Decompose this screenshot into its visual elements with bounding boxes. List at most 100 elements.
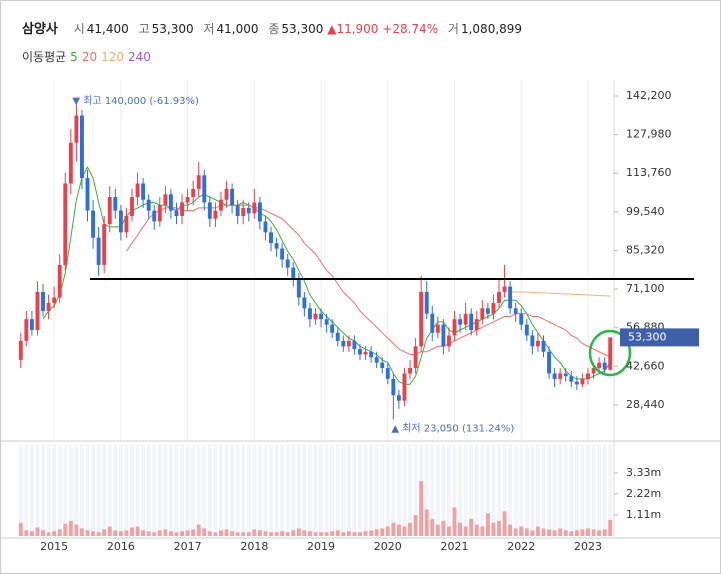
candle-body bbox=[480, 308, 485, 320]
volume-bg bbox=[224, 445, 229, 536]
legend-entry: 20 bbox=[81, 50, 98, 64]
volume-bg bbox=[330, 445, 335, 536]
candle-body bbox=[497, 292, 501, 303]
volume-bg bbox=[608, 445, 613, 536]
candle-body bbox=[574, 381, 579, 385]
volume-bar bbox=[535, 526, 540, 536]
volume-bg bbox=[96, 445, 101, 536]
x-tick-label: 2018 bbox=[240, 540, 268, 553]
value: 41,400 bbox=[86, 22, 129, 36]
candle-body bbox=[219, 199, 223, 211]
volume-bar bbox=[24, 530, 29, 536]
volume-bar bbox=[224, 529, 229, 536]
volume-bar bbox=[168, 531, 173, 536]
volume-bg bbox=[241, 445, 246, 536]
volume-bar bbox=[485, 513, 490, 536]
volume-bar bbox=[41, 530, 45, 536]
candle-body bbox=[224, 188, 229, 200]
volume-bar bbox=[408, 522, 412, 536]
value: 53,300 bbox=[281, 22, 324, 36]
volume-bg bbox=[85, 445, 90, 536]
volume-bg bbox=[269, 445, 273, 536]
volume-bar bbox=[196, 524, 201, 536]
y-tick-label: 42,660 bbox=[626, 359, 665, 372]
volume-bar bbox=[358, 532, 362, 536]
volume-bar bbox=[213, 532, 218, 536]
volume-bg bbox=[102, 445, 107, 536]
volume-bg bbox=[52, 445, 57, 536]
volume-bg bbox=[530, 445, 535, 536]
volume-bar bbox=[419, 481, 424, 536]
volume-bg bbox=[302, 445, 307, 536]
candle-body bbox=[569, 376, 574, 382]
candle-body bbox=[313, 313, 318, 320]
candle-body bbox=[130, 197, 134, 217]
volume-bar bbox=[113, 530, 118, 536]
candle-body bbox=[41, 292, 45, 312]
volume-bar bbox=[552, 530, 557, 536]
volume-bg bbox=[458, 445, 463, 536]
volume-bg bbox=[307, 445, 312, 536]
volume-bg bbox=[580, 445, 585, 536]
volume-bg bbox=[296, 445, 301, 536]
volume-bg bbox=[441, 445, 446, 536]
candle-body bbox=[85, 178, 90, 211]
volume-bg bbox=[502, 445, 507, 536]
value: 41,000 bbox=[216, 22, 259, 36]
candle-body bbox=[580, 378, 585, 385]
volume-bar bbox=[307, 531, 312, 536]
volume-bar bbox=[63, 523, 68, 536]
volume-bg bbox=[230, 445, 235, 536]
candle-body bbox=[180, 202, 184, 217]
volume-bar bbox=[291, 530, 296, 536]
volume-bg bbox=[480, 445, 485, 536]
candle-body bbox=[274, 243, 279, 249]
candle-body bbox=[352, 340, 357, 350]
volume-bar bbox=[29, 531, 34, 536]
volume-bar bbox=[580, 529, 585, 536]
volume-bg bbox=[586, 445, 590, 536]
candle-body bbox=[402, 373, 407, 401]
y-tick-label: 28,440 bbox=[626, 398, 665, 411]
candle-body bbox=[291, 267, 296, 279]
volume-bg bbox=[597, 445, 602, 536]
volume-bg bbox=[280, 445, 285, 536]
volume-bg bbox=[313, 445, 318, 536]
volume-bg bbox=[535, 445, 540, 536]
volume-bar bbox=[163, 529, 168, 536]
candle-body bbox=[118, 210, 123, 233]
candle-body bbox=[602, 362, 607, 370]
volume-bar bbox=[130, 527, 134, 536]
volume-bg bbox=[341, 445, 346, 536]
volume-bg bbox=[469, 445, 474, 536]
volume-bg bbox=[574, 445, 579, 536]
candle-body bbox=[113, 197, 118, 211]
candle-body bbox=[35, 292, 40, 331]
volume-bar bbox=[85, 530, 90, 536]
candle-body bbox=[202, 175, 207, 203]
volume-bar bbox=[269, 532, 273, 536]
volume-bg bbox=[18, 445, 23, 536]
ma-line bbox=[42, 166, 611, 385]
candle-body bbox=[458, 319, 463, 325]
volume-bg bbox=[569, 445, 574, 536]
legend-entry: 120 bbox=[101, 50, 124, 64]
stock-name: 삼양사 bbox=[22, 22, 58, 37]
volume-bar bbox=[68, 520, 73, 536]
volume-bar bbox=[141, 530, 146, 536]
volume-bar bbox=[18, 522, 23, 536]
volume-bar bbox=[107, 526, 112, 536]
volume-bar bbox=[574, 530, 579, 536]
candle-body bbox=[513, 308, 518, 314]
ma-legend: 이동평균 5 20 120 240 bbox=[22, 48, 151, 65]
volume-bar bbox=[263, 531, 268, 536]
volume-bar bbox=[285, 532, 290, 536]
volume-bar bbox=[352, 532, 357, 536]
volume-bg bbox=[46, 445, 51, 536]
candle-body bbox=[46, 302, 51, 312]
candle-body bbox=[547, 351, 551, 374]
volume-bar bbox=[530, 530, 535, 536]
volume-bar bbox=[124, 530, 129, 536]
volume-bar bbox=[202, 528, 207, 536]
